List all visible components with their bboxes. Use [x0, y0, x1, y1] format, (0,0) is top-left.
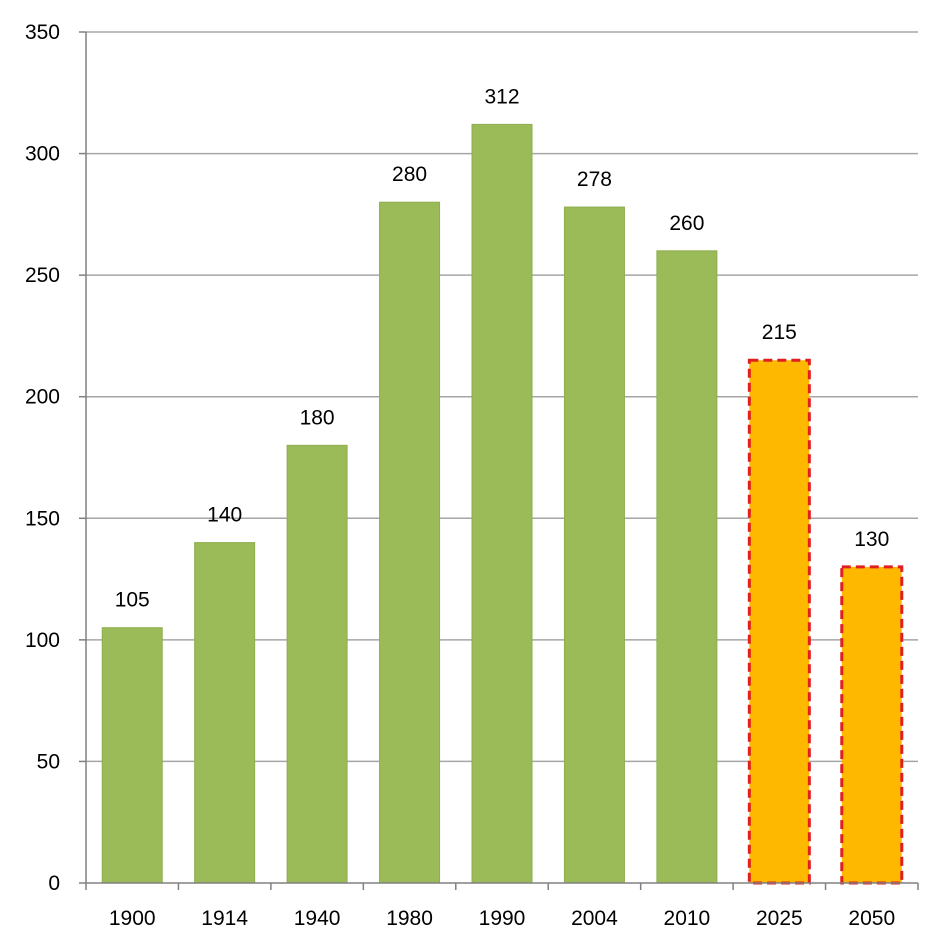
data-label-2050: 130 — [854, 528, 889, 551]
bar-projected-2025 — [747, 358, 811, 885]
x-tick-label: 1940 — [294, 907, 341, 930]
y-tick-label: 350 — [25, 21, 60, 44]
x-tick-label: 2004 — [571, 907, 618, 930]
x-tick-label: 2010 — [664, 907, 711, 930]
data-label-1990: 312 — [484, 85, 519, 108]
bar-2004 — [563, 206, 625, 884]
y-tick-label: 250 — [25, 264, 60, 287]
bar-2010 — [656, 250, 718, 884]
data-label-1980: 280 — [392, 163, 427, 186]
y-tick-label: 150 — [25, 507, 60, 530]
data-labels: 105 140 180 280 312 278 260 215 130 — [115, 85, 890, 611]
y-tick-label: 0 — [48, 872, 60, 895]
data-label-1900: 105 — [115, 589, 150, 612]
bar-1914 — [194, 542, 256, 884]
bar-1990 — [471, 123, 533, 884]
data-label-2004: 278 — [577, 168, 612, 191]
x-axis-tick-labels: 1900 1914 1940 1980 1990 2004 2010 2025 2050 — [109, 907, 895, 930]
x-tick-label: 1980 — [386, 907, 433, 930]
x-tick-label: 1990 — [479, 907, 526, 930]
x-tick-label: 1914 — [201, 907, 248, 930]
x-tick-label: 2025 — [756, 907, 803, 930]
bar-1980 — [379, 201, 441, 884]
bar-1940 — [286, 444, 348, 884]
y-axis-tick-labels: 0 50 100 150 200 250 300 350 — [25, 21, 60, 895]
y-tick-label: 100 — [25, 629, 60, 652]
y-tick-label: 300 — [25, 143, 60, 166]
x-tick-label: 2050 — [848, 907, 895, 930]
axes — [79, 31, 919, 890]
y-tick-label: 50 — [37, 750, 60, 773]
bar-projected-2050 — [840, 565, 904, 885]
bars — [101, 123, 904, 885]
x-tick-label: 1900 — [109, 907, 156, 930]
bar-1900 — [101, 627, 163, 884]
y-tick-label: 200 — [25, 386, 60, 409]
data-label-1940: 180 — [300, 406, 335, 429]
data-label-1914: 140 — [207, 504, 242, 527]
data-label-2010: 260 — [669, 212, 704, 235]
data-label-2025: 215 — [762, 321, 797, 344]
